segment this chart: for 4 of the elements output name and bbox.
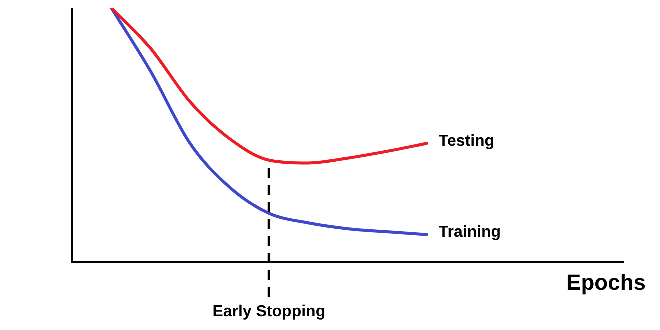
text: Early Stopping: [212, 303, 326, 320]
x-axis-title: Epochs: [566, 270, 646, 296]
series-label: Testing: [438, 133, 495, 150]
series-label: Training: [438, 224, 502, 242]
